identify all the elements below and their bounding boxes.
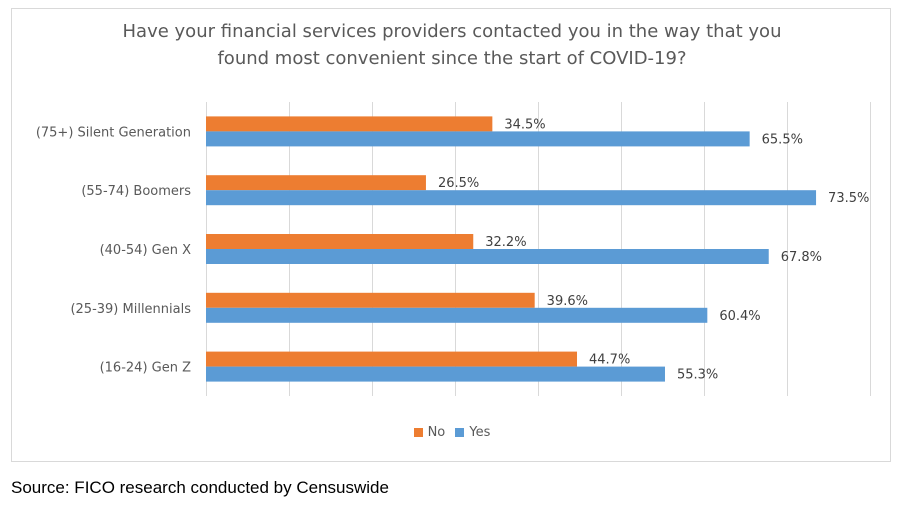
category-label: (16-24) Gen Z — [100, 361, 191, 376]
legend-label-yes: Yes — [469, 425, 491, 440]
chart-legend: No Yes — [0, 425, 904, 441]
category-label: (55-74) Boomers — [81, 184, 191, 199]
bar-no — [206, 116, 493, 132]
bar-yes — [206, 249, 769, 264]
bar-no — [206, 351, 578, 367]
source-note: Source: FICO research conducted by Censu… — [11, 478, 389, 497]
bar-no — [206, 234, 474, 249]
data-label-no: 39.6% — [547, 294, 588, 309]
bar-no — [206, 175, 426, 191]
category-label: (40-54) Gen X — [100, 243, 191, 258]
data-label-yes: 60.4% — [719, 309, 760, 324]
bar-no — [206, 292, 535, 308]
data-label-no: 44.7% — [589, 353, 630, 368]
legend-swatch-yes — [455, 428, 465, 437]
legend-swatch-no — [413, 428, 423, 437]
legend-item-yes: Yes — [455, 425, 490, 440]
data-label-no: 32.2% — [485, 235, 526, 250]
data-label-yes: 73.5% — [828, 191, 869, 206]
data-label-yes: 65.5% — [762, 132, 803, 147]
category-label: (75+) Silent Generation — [36, 125, 191, 140]
data-label-yes: 67.8% — [781, 250, 822, 265]
bar-yes — [206, 131, 750, 147]
data-label-yes: 55.3% — [677, 368, 718, 383]
legend-label-no: No — [427, 425, 446, 440]
bar-yes — [206, 307, 708, 323]
chart-title-line-2: found most convenient since the start of… — [217, 48, 687, 69]
bar-yes — [206, 366, 665, 382]
bar-yes — [206, 190, 817, 206]
category-label: (25-39) Millennials — [70, 302, 191, 317]
chart-title: Have your financial services providers c… — [0, 18, 904, 72]
data-label-no: 34.5% — [504, 117, 545, 132]
chart-title-line-1: Have your financial services providers c… — [122, 21, 782, 42]
data-label-no: 26.5% — [438, 176, 479, 191]
legend-item-no: No — [413, 425, 446, 440]
